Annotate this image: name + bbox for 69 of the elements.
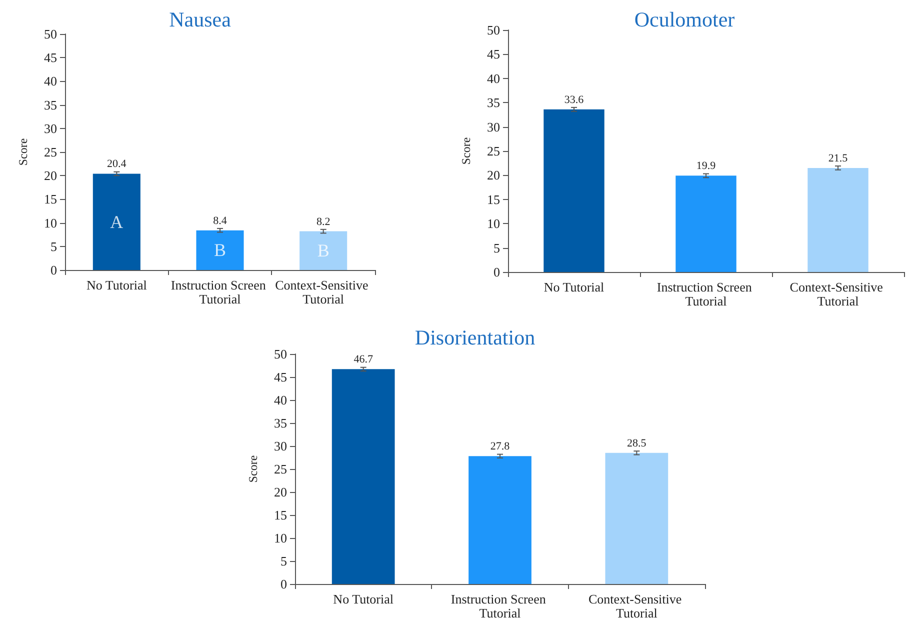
chart-title: Oculomoter — [634, 8, 735, 32]
y-tick-label: 10 — [274, 530, 287, 546]
y-tick-label: 0 — [494, 264, 500, 280]
data-label: 46.7 — [354, 354, 374, 366]
y-tick-label: 35 — [274, 416, 287, 430]
y-tick-label: 20 — [44, 168, 57, 184]
y-tick-label: 30 — [487, 119, 500, 134]
data-label: 20.4 — [107, 158, 127, 170]
data-label: 8.2 — [316, 216, 330, 228]
y-tick-label: 10 — [487, 216, 500, 232]
data-label: 33.6 — [564, 94, 584, 106]
y-tick-label: 15 — [44, 192, 57, 207]
y-tick-label: 10 — [44, 215, 57, 230]
y-tick-label: 45 — [274, 370, 287, 384]
x-tick-label: Instruction Screen Tutorial — [656, 280, 756, 308]
y-tick-label: 25 — [487, 144, 500, 158]
data-label: 8.4 — [213, 214, 228, 227]
y-tick-label: 15 — [274, 508, 287, 522]
x-tick-label: Context-Sensitive Tutorial — [588, 592, 685, 620]
y-tick-label: 30 — [274, 438, 287, 454]
y-tick-label: 40 — [487, 70, 500, 86]
bar — [808, 168, 868, 272]
y-tick-label: 50 — [487, 22, 500, 38]
bar — [468, 456, 532, 584]
x-tick-label: Instruction Screen Tutorial — [450, 592, 550, 620]
y-tick-label: 15 — [487, 192, 500, 207]
y-axis-title: Score — [16, 138, 30, 166]
y-tick-label: 5 — [50, 238, 57, 254]
y-tick-label: 50 — [44, 26, 57, 42]
data-label: 21.5 — [828, 152, 848, 164]
y-tick-label: 40 — [274, 392, 287, 408]
y-tick-label: 5 — [280, 554, 287, 568]
chart-title: Nausea — [169, 8, 232, 32]
bar — [676, 176, 736, 272]
x-tick-label: Context-Sensitive Tutorial — [275, 278, 372, 306]
bar — [196, 230, 244, 270]
annotation: B — [317, 240, 330, 261]
y-tick-label: 5 — [494, 240, 500, 256]
x-tick-label: No Tutorial — [333, 592, 394, 606]
y-tick-label: 0 — [280, 576, 287, 592]
bar — [544, 109, 604, 272]
y-tick-label: 50 — [274, 346, 287, 362]
y-tick-label: 45 — [44, 50, 57, 66]
bar — [332, 369, 395, 584]
y-tick-label: 20 — [274, 484, 287, 500]
y-tick-label: 30 — [44, 120, 57, 136]
data-label: 27.8 — [490, 440, 510, 453]
y-tick-label: 25 — [44, 144, 57, 160]
y-tick-label: 40 — [44, 74, 57, 89]
data-label: 28.5 — [627, 437, 647, 450]
bar — [92, 174, 140, 270]
y-tick-label: 20 — [487, 168, 500, 183]
y-tick-label: 25 — [274, 462, 287, 476]
chart-title: Disorientation — [414, 326, 536, 350]
bar — [300, 231, 348, 270]
bar — [605, 452, 668, 584]
annotation: A — [110, 212, 124, 232]
y-axis-title: Score — [459, 137, 473, 165]
x-tick-label: No Tutorial — [86, 278, 148, 292]
y-tick-label: 35 — [44, 97, 57, 112]
annotation: B — [214, 240, 226, 260]
x-tick-label: Instruction Screen Tutorial — [170, 278, 270, 306]
x-tick-label: No Tutorial — [544, 280, 605, 294]
y-tick-label: 45 — [487, 46, 500, 62]
x-tick-label: Context-Sensitive Tutorial — [790, 280, 886, 308]
y-axis-title: Score — [246, 455, 260, 483]
y-tick-label: 0 — [50, 262, 57, 278]
y-tick-label: 35 — [487, 95, 500, 110]
data-label: 19.9 — [696, 160, 716, 172]
